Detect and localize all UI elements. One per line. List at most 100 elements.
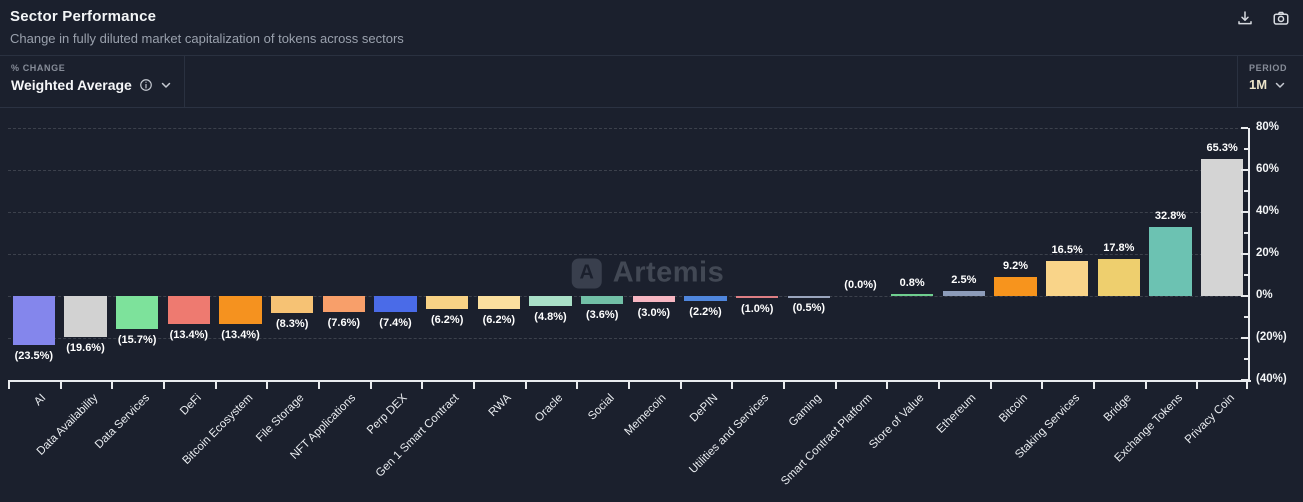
x-axis-label: Perp DEX (365, 392, 410, 437)
bar-bridge[interactable] (1097, 258, 1140, 296)
y-axis-tick (1244, 232, 1248, 234)
info-icon[interactable] (139, 78, 153, 92)
bar-value-label: 0.8% (899, 277, 925, 290)
x-axis-tick (731, 380, 734, 389)
bar-value-label: (6.2%) (430, 314, 464, 327)
bar-privacy-coin[interactable] (1200, 158, 1244, 296)
bar-value-label: (7.6%) (327, 316, 361, 329)
chart-controls: % CHANGE Weighted Average PERIOD 1M (0, 55, 1303, 108)
y-axis-tick (1241, 253, 1248, 255)
period-dropdown-value: 1M (1249, 77, 1268, 92)
header-actions (1235, 8, 1291, 28)
x-axis-tick (1246, 380, 1248, 389)
x-axis-tick (421, 380, 424, 389)
bar-value-label: (8.3%) (275, 318, 309, 331)
controls-spacer (185, 56, 1237, 107)
bar-depin[interactable] (684, 296, 727, 301)
x-axis-label: RWA (486, 392, 514, 420)
bar-value-label: (6.2%) (482, 314, 516, 327)
bar-value-label: 65.3% (1206, 141, 1238, 154)
bar-defi[interactable] (167, 296, 210, 325)
metric-dropdown-label: % CHANGE (11, 63, 66, 73)
bar-utilities-and-services[interactable] (735, 296, 779, 299)
y-axis-tick (1244, 148, 1248, 150)
y-axis-tick-label: (40%) (1256, 373, 1287, 385)
bar-value-label: (19.6%) (66, 342, 105, 355)
x-axis-label: Smart Contract Platform (779, 392, 875, 488)
x-axis-tick (59, 380, 62, 389)
artemis-watermark-text: Artemis (612, 256, 725, 289)
bar-data-services[interactable] (115, 296, 159, 329)
x-axis-label: Store of Value (867, 392, 927, 452)
x-axis-label: Social (586, 392, 617, 423)
x-axis-tick (1144, 380, 1147, 389)
bar-file-storage[interactable] (270, 296, 314, 314)
bar-value-label: (0.0%) (844, 279, 877, 291)
x-axis-tick (163, 380, 165, 389)
y-axis-tick-label: 0% (1256, 289, 1273, 301)
gridline (8, 128, 1248, 129)
y-axis-tick (1241, 337, 1248, 339)
x-axis-label: Oracle (532, 392, 565, 425)
x-axis-tick (214, 380, 217, 389)
bar-value-label: (0.5%) (792, 302, 826, 315)
metric-dropdown[interactable]: % CHANGE Weighted Average (0, 56, 185, 107)
x-axis-label: File Storage (254, 392, 307, 445)
x-axis-tick (576, 380, 579, 389)
x-axis-tick (886, 380, 889, 389)
bar-social[interactable] (580, 296, 624, 304)
bar-bitcoin-ecosystem[interactable] (219, 296, 262, 325)
camera-icon[interactable] (1271, 8, 1291, 28)
chevron-down-icon[interactable] (160, 79, 172, 91)
x-axis-label: DeFi (177, 392, 204, 418)
period-dropdown[interactable]: PERIOD 1M (1237, 56, 1303, 107)
gridline (8, 296, 1248, 297)
download-icon[interactable] (1235, 8, 1255, 28)
x-axis-label: Memecoin (622, 392, 669, 439)
chevron-down-icon[interactable] (1274, 79, 1286, 91)
bar-data-availability[interactable] (64, 296, 107, 338)
gridline (8, 170, 1248, 171)
plot-area: A Artemis (23.5%) (19.6%) (15.7%) (13.4%) (1… (8, 127, 1251, 389)
x-axis-tick (1041, 380, 1044, 389)
bar-value-label: (23.5%) (14, 350, 54, 363)
bar-memecoin[interactable] (632, 296, 675, 303)
bar-value-label: (13.4%) (221, 329, 260, 342)
x-axis-tick (938, 380, 940, 389)
y-axis-tick (1244, 358, 1248, 360)
x-axis-tick (266, 380, 269, 389)
bar-gaming[interactable] (787, 296, 830, 298)
bar-value-label: (2.2%) (689, 305, 722, 318)
x-axis-tick (679, 380, 682, 389)
bar-store-of-value[interactable] (890, 294, 934, 297)
bar-value-label: (15.7%) (117, 333, 157, 346)
bar-bitcoin[interactable] (994, 276, 1037, 296)
bar-value-label: (7.4%) (379, 316, 412, 329)
x-axis-tick (473, 380, 475, 389)
y-axis-tick (1241, 127, 1248, 129)
header: Sector Performance Change in fully dilut… (0, 0, 1303, 55)
x-axis-tick (111, 380, 114, 389)
bar-oracle[interactable] (529, 296, 572, 307)
x-axis-tick (524, 380, 527, 389)
x-axis-label: Ethereum (934, 392, 979, 436)
y-axis-tick (1244, 190, 1248, 192)
bar-chart: A Artemis (23.5%) (19.6%) (15.7%) (13.4%) (1… (0, 108, 1303, 502)
page-title: Sector Performance (10, 8, 157, 25)
bar-ethereum[interactable] (942, 290, 985, 296)
bar-value-label: (4.8%) (534, 311, 567, 324)
bar-value-label: (13.4%) (169, 329, 209, 342)
bar-gen-1-smart-contract[interactable] (425, 296, 469, 310)
bar-ai[interactable] (12, 296, 55, 346)
bar-nft-applications[interactable] (322, 296, 365, 312)
x-axis-label: DePIN (687, 392, 720, 425)
y-axis-line (1248, 128, 1250, 382)
bar-exchange-tokens[interactable] (1149, 227, 1192, 296)
bar-perp-dex[interactable] (374, 296, 417, 312)
x-axis-tick (1196, 380, 1199, 389)
x-axis-tick (1093, 380, 1095, 389)
bar-value-label: (3.6%) (585, 308, 619, 321)
bar-rwa[interactable] (477, 296, 520, 310)
bar-staking-services[interactable] (1045, 261, 1089, 296)
